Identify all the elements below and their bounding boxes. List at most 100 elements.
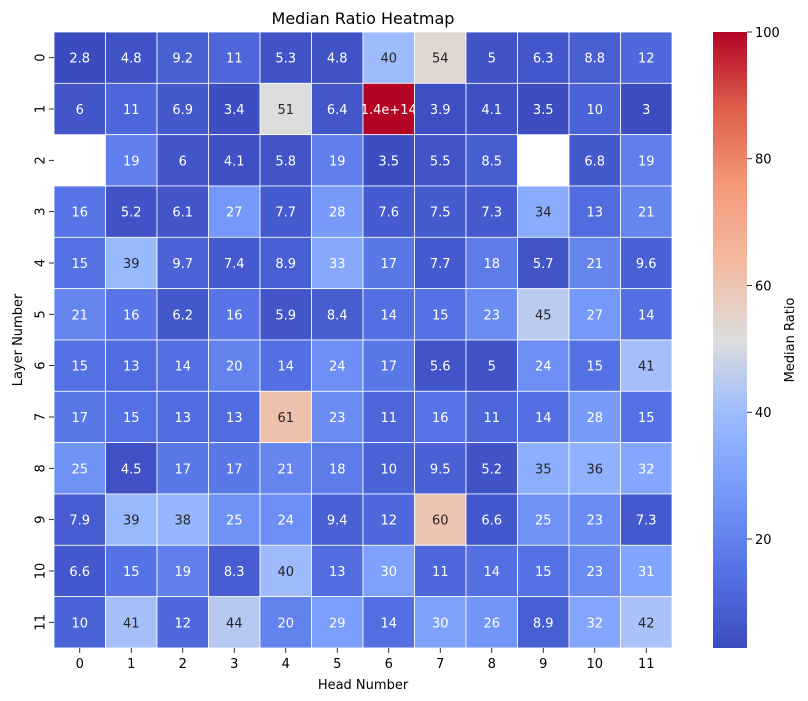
heatmap-cell [259, 339, 312, 392]
cell-value-label: 15 [123, 565, 140, 580]
cell-value-label: 23 [483, 308, 500, 323]
heatmap-cell [362, 339, 415, 392]
cell-value-label: 9.2 [172, 52, 193, 67]
heatmap-cell [465, 544, 518, 598]
heatmap-cell [620, 82, 673, 136]
heatmap-cell [105, 390, 158, 444]
cell-value-label: 21 [638, 206, 655, 221]
heatmap-cell [311, 31, 364, 84]
cell-value-label: 23 [586, 565, 603, 580]
x-tick-label: 7 [436, 657, 444, 672]
cell-value-label: 3.4 [224, 103, 245, 118]
cell-value-label: 17 [174, 462, 191, 477]
cell-value-label: 8.9 [275, 257, 296, 272]
cell-value-label: 13 [329, 565, 346, 580]
heatmap-cell [311, 134, 364, 187]
cell-value-label: 4.8 [327, 52, 348, 67]
x-tick-label: 1 [127, 657, 135, 672]
x-tick-label: 6 [385, 657, 393, 672]
cell-value-label: 23 [329, 411, 346, 426]
heatmap-cell [465, 390, 518, 444]
heatmap-cell [568, 544, 621, 598]
heatmap-cell [414, 82, 467, 136]
cell-value-label: 24 [329, 360, 346, 375]
heatmap-cell [208, 339, 261, 392]
heatmap-cell [414, 544, 467, 598]
cell-value-label: 32 [638, 462, 655, 477]
heatmap-cell [105, 596, 158, 649]
cell-value-label: 7.3 [481, 206, 502, 221]
cell-value-label: 16 [226, 308, 243, 323]
heatmap-cell [311, 544, 364, 598]
colorbar-label: Median Ratio [783, 298, 798, 383]
cell-value-label: 11 [123, 103, 140, 118]
heatmap-cell [620, 390, 673, 444]
cell-value-label: 20 [277, 616, 294, 631]
heatmap-cell [465, 493, 518, 546]
heatmap-cell [156, 288, 209, 341]
cell-value-label: 14 [380, 616, 397, 631]
heatmap-cell [156, 390, 209, 444]
cell-value-label: 15 [432, 308, 449, 323]
heatmap-cell [620, 31, 673, 84]
y-tick-label: 3 [34, 208, 49, 216]
cell-value-label: 44 [226, 616, 243, 631]
colorbar-tick-label: 20 [755, 533, 772, 548]
colorbar-tick-label: 80 [755, 153, 772, 168]
cell-value-label: 15 [638, 411, 655, 426]
cell-value-label: 8.3 [224, 565, 245, 580]
cell-value-label: 39 [123, 514, 140, 529]
heatmap-cell [465, 339, 518, 392]
cell-value-label: 13 [226, 411, 243, 426]
heatmap-cell [362, 82, 415, 136]
colorbar-tick-label: 100 [755, 26, 780, 41]
cell-value-label: 12 [638, 52, 655, 67]
cell-value-label: 7.6 [378, 206, 399, 221]
heatmap-cell [208, 596, 261, 649]
colorbar-ticks: 20 40 60 80 100 [747, 26, 780, 548]
heatmap-cell [259, 236, 312, 290]
heatmap-cell [53, 544, 106, 598]
heatmap-cell [208, 134, 261, 187]
cell-value-label: 7.3 [636, 514, 657, 529]
heatmap-cell [517, 236, 570, 290]
cell-value-label: 5.2 [481, 462, 502, 477]
cell-value-label: 11 [226, 52, 243, 67]
heatmap-cell [259, 442, 312, 495]
heatmap-cell [259, 82, 312, 136]
heatmap-cell [311, 185, 364, 238]
cell-value-label: 6 [179, 154, 187, 169]
cell-value-label: 19 [638, 154, 655, 169]
cell-value-label: 5.9 [275, 308, 296, 323]
heatmap-cell [465, 596, 518, 649]
y-tick-label: 4 [34, 259, 49, 267]
cell-value-label: 25 [535, 514, 552, 529]
cell-value-label: 20 [226, 360, 243, 375]
cell-value-label: 39 [123, 257, 140, 272]
cell-value-label: 4.1 [481, 103, 502, 118]
y-tick-label: 8 [34, 464, 49, 472]
cell-value-label: 5 [488, 52, 496, 67]
heatmap-cell [620, 493, 673, 546]
cell-value-label: 6.8 [584, 154, 605, 169]
heatmap-cell [517, 544, 570, 598]
heatmap-cell [414, 134, 467, 187]
cell-value-label: 27 [226, 206, 243, 221]
heatmap-cell [414, 236, 467, 290]
cell-value-label: 7.9 [69, 514, 90, 529]
cell-value-label: 5.8 [275, 154, 296, 169]
heatmap-cell [311, 442, 364, 495]
heatmap-cell [311, 390, 364, 444]
x-tick-label: 3 [230, 657, 238, 672]
cell-value-label: 27 [586, 308, 603, 323]
y-tick-label: 10 [34, 563, 49, 580]
cell-value-label: 8.4 [327, 308, 348, 323]
heatmap-cell [414, 442, 467, 495]
cell-value-label: 21 [586, 257, 603, 272]
heatmap-cell [517, 442, 570, 495]
cell-value-label: 24 [535, 360, 552, 375]
heatmap-cell [105, 185, 158, 238]
heatmap-cell [568, 82, 621, 136]
y-axis-label: Layer Number [11, 293, 26, 386]
cell-value-label: 17 [380, 360, 397, 375]
